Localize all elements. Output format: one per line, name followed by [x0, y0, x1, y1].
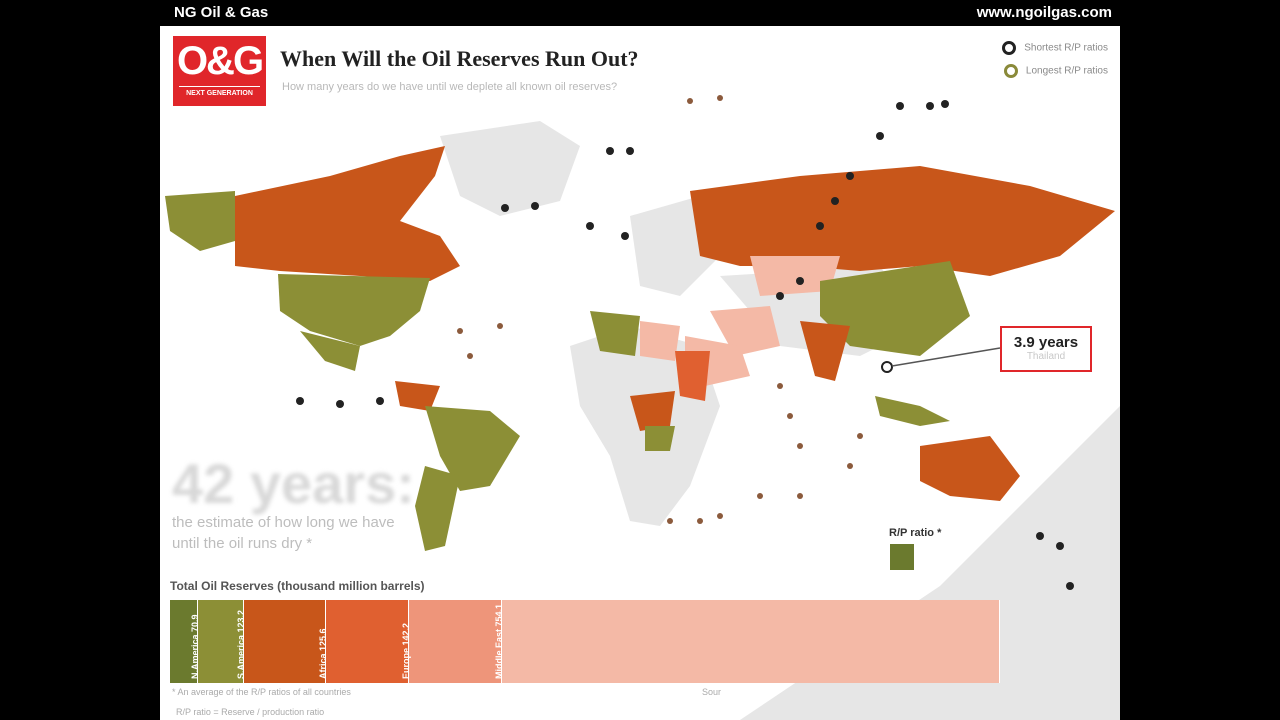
- country-libya: [640, 321, 680, 361]
- country-russia: [690, 166, 1115, 276]
- country-indonesia: [875, 396, 950, 426]
- rp-ratio-label: R/P ratio *: [889, 527, 942, 539]
- country-usa: [278, 274, 430, 346]
- callout-value: 3.9 years: [1013, 334, 1079, 351]
- callout-country: Thailand: [1026, 351, 1066, 362]
- legend-longest-label: Longest R/P ratios: [1025, 65, 1108, 77]
- reserves-segment-africa: Africa 125.6: [318, 600, 409, 683]
- reserves-segment-text: N.America 70.9: [189, 614, 200, 679]
- footnote: * An average of the R/P ratios of all co…: [172, 687, 351, 697]
- country-india: [800, 321, 850, 381]
- reserves-title: Total Oil Reserves (thousand million bar…: [170, 579, 425, 593]
- reserves-segment-text: Middle East 754.1: [494, 603, 505, 679]
- reserves-segment-text: S.America 123.2: [236, 609, 247, 679]
- reserves-segment-text: Europe 142.2: [400, 622, 411, 679]
- site-name: NG Oil & Gas: [174, 4, 269, 21]
- country-nigeria: [630, 391, 675, 431]
- page-subtitle: How many years do we have until we deple…: [282, 81, 618, 93]
- world-map: [165, 95, 1120, 720]
- country-alaska: [165, 191, 235, 251]
- shortest-rp-markers: [296, 100, 1074, 590]
- callout-line: [891, 347, 1001, 367]
- country-sudan: [675, 351, 710, 401]
- country-brazil: [425, 406, 520, 491]
- country-mexico: [300, 331, 360, 371]
- thailand-marker: [881, 361, 893, 373]
- reserves-segment-text: Africa 125.6: [317, 628, 328, 679]
- country-china: [820, 261, 970, 356]
- country-algeria: [590, 311, 640, 356]
- country-angola: [645, 426, 675, 451]
- legend-longest: Longest R/P ratios: [1003, 64, 1108, 78]
- headline-text: the estimate of how long we have until t…: [172, 514, 395, 552]
- page-title: When Will the Oil Reserves Run Out?: [280, 46, 639, 71]
- country-iran: [710, 306, 780, 356]
- country-canada: [235, 146, 460, 281]
- legend-shortest: Shortest R/P ratios: [1002, 41, 1108, 55]
- country-argentina: [415, 466, 460, 551]
- source-label: Sour: [702, 687, 722, 697]
- top-bar: NG Oil & Gas www.ngoilgas.com: [0, 0, 1280, 26]
- reserves-segment-asia-pacific: Asia Pacific 42.0: [162, 600, 198, 683]
- country-australia: [920, 436, 1020, 501]
- reserves-segment-middle-east: Middle East 754.1: [494, 600, 1000, 683]
- country-venezuela: [395, 381, 440, 411]
- headline-years: 42 years:: [172, 452, 415, 515]
- rp-ratio-swatch: [890, 544, 914, 570]
- small-country-markers: [457, 95, 863, 524]
- thailand-callout: 3.9 years Thailand: [1000, 326, 1092, 372]
- country-kazakhstan: [750, 256, 840, 296]
- infographic-panel: O&G NEXT GENERATION When Will the Oil Re…: [160, 26, 1120, 720]
- land-greenland: [440, 121, 580, 216]
- brand-logo: O&G NEXT GENERATION: [173, 36, 266, 106]
- reserves-segment-s-america: S.America 123.2: [236, 600, 326, 683]
- rp-definition: R/P ratio = Reserve / production ratio: [176, 707, 325, 717]
- legend-shortest-label: Shortest R/P ratios: [1024, 42, 1108, 54]
- site-url[interactable]: www.ngoilgas.com: [976, 4, 1112, 21]
- logo-mark: O&G: [176, 39, 264, 83]
- logo-tagline: NEXT GENERATION: [179, 86, 260, 97]
- reserves-segment-n-america: N.America 70.9: [190, 600, 245, 683]
- reserves-segment-europe: Europe 142.2: [401, 600, 503, 683]
- land-sea-area: [740, 406, 1120, 720]
- shortest-dot-icon: [1002, 41, 1017, 55]
- longest-dot-icon: [1003, 64, 1018, 78]
- reserves-segment-text: Asia Pacific 42.0: [162, 608, 172, 679]
